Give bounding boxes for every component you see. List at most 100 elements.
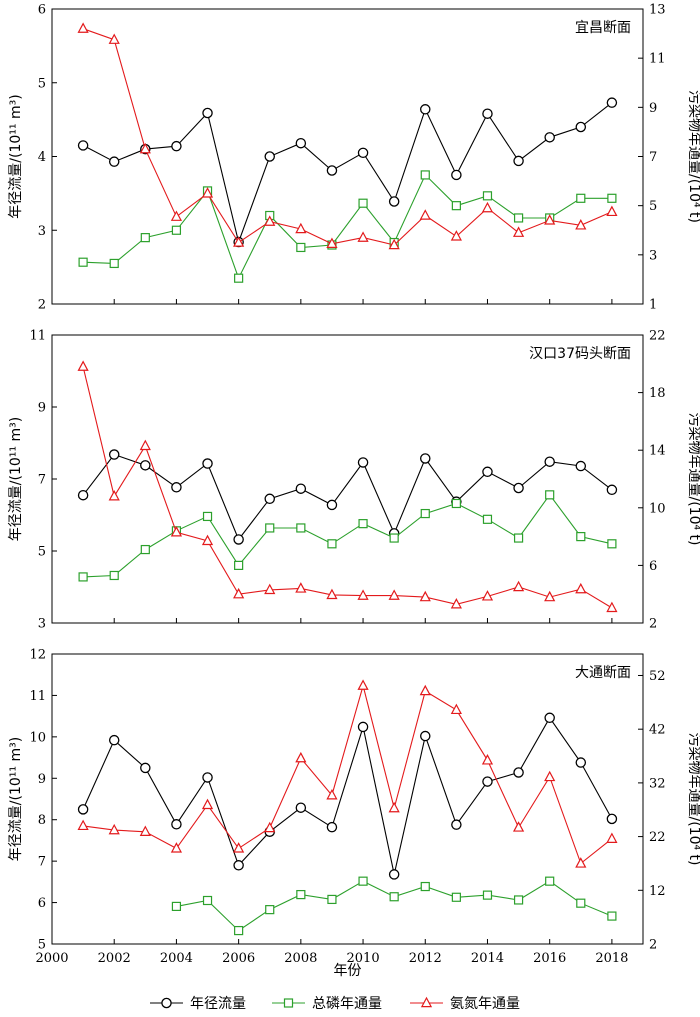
data-point xyxy=(109,570,119,581)
data-point xyxy=(139,142,151,154)
data-point xyxy=(170,842,183,853)
data-point xyxy=(544,456,555,467)
data-point xyxy=(327,894,337,905)
right-tick-label: 52 xyxy=(649,669,666,684)
x-tick-label: 2018 xyxy=(595,951,628,966)
series-tp xyxy=(171,876,617,936)
data-point xyxy=(607,911,617,921)
right-tick-label: 9 xyxy=(649,101,657,116)
left-tick-label: 10 xyxy=(29,730,46,745)
data-point xyxy=(451,169,462,181)
series-line xyxy=(82,28,613,246)
data-point xyxy=(326,499,338,511)
data-point xyxy=(451,892,461,902)
data-point xyxy=(357,147,369,159)
panel-3: 5 6 7 8 9 10 11 12 2 12 22 32 42 52 2000 2002 2004 2006 20… xyxy=(8,648,700,967)
data-point xyxy=(357,589,369,600)
series-runoff xyxy=(77,712,618,880)
data-point xyxy=(513,482,524,494)
left-tick-label: 3 xyxy=(38,617,46,632)
left-tick-label: 5 xyxy=(38,76,46,91)
data-point xyxy=(450,598,462,609)
data-point xyxy=(513,533,524,543)
panel-title: 宜昌断面 xyxy=(575,20,631,36)
data-point xyxy=(170,210,183,221)
left-tick-label: 5 xyxy=(38,938,46,953)
data-point xyxy=(326,165,338,176)
data-point xyxy=(482,191,493,201)
right-tick-label: 22 xyxy=(649,830,666,845)
data-point xyxy=(388,196,400,207)
series-line xyxy=(82,453,613,541)
left-axis-title: 年径流量/(10¹¹ m³) xyxy=(8,94,24,218)
data-point xyxy=(606,484,618,496)
data-point xyxy=(482,108,493,119)
data-point xyxy=(77,360,89,371)
left-axis-title: 年径流量/(10¹¹ m³) xyxy=(8,737,24,861)
data-point xyxy=(575,121,587,133)
data-point xyxy=(420,508,430,519)
left-tick-label: 5 xyxy=(38,545,46,560)
left-tick-label: 6 xyxy=(38,896,46,911)
data-point xyxy=(575,582,587,594)
x-tick-label: 2010 xyxy=(347,951,380,966)
data-point xyxy=(326,237,338,248)
data-point xyxy=(420,881,430,892)
right-tick-label: 42 xyxy=(649,723,666,738)
data-point xyxy=(295,802,307,813)
data-point xyxy=(544,214,556,225)
data-point xyxy=(513,155,524,167)
data-point xyxy=(201,798,214,810)
x-tick-label: 2012 xyxy=(409,951,442,966)
data-point xyxy=(264,215,276,226)
data-point xyxy=(606,97,618,108)
data-point xyxy=(544,770,556,782)
data-point xyxy=(170,526,183,537)
x-tick-label: 2002 xyxy=(98,951,131,966)
right-tick-label: 7 xyxy=(649,150,657,165)
data-point xyxy=(482,776,493,787)
data-point xyxy=(77,22,89,33)
plot-frame xyxy=(51,653,644,945)
series-line xyxy=(82,716,613,875)
panel-title: 汉口37码头断面 xyxy=(529,346,631,362)
right-tick-label: 1 xyxy=(649,298,657,313)
series-nh xyxy=(77,679,618,868)
series-line xyxy=(83,493,613,578)
data-point xyxy=(233,534,244,545)
data-point xyxy=(545,490,555,500)
x-tick-label: 2014 xyxy=(471,951,504,966)
legend-square-marker xyxy=(283,998,294,1008)
data-point xyxy=(513,767,524,778)
data-point xyxy=(77,804,89,815)
x-tick-label: 2000 xyxy=(35,951,68,966)
data-point xyxy=(420,170,430,180)
series-line xyxy=(83,173,612,280)
right-axis-title: 污染物年通量/(10⁴ t) xyxy=(686,732,700,865)
left-tick-label: 2 xyxy=(38,298,46,313)
right-tick-label: 6 xyxy=(649,559,657,574)
data-point xyxy=(234,273,244,283)
data-point xyxy=(171,140,182,152)
data-point xyxy=(482,466,493,478)
data-point xyxy=(419,684,431,696)
data-point xyxy=(545,876,555,886)
data-point xyxy=(606,813,618,825)
data-point xyxy=(202,895,213,906)
data-point xyxy=(202,772,213,783)
x-tick-label: 2006 xyxy=(222,951,255,966)
data-point xyxy=(512,226,525,237)
data-point xyxy=(513,895,524,905)
data-point xyxy=(140,233,150,243)
left-tick-label: 12 xyxy=(29,648,46,663)
data-point xyxy=(234,925,244,936)
data-point xyxy=(388,869,400,880)
data-point xyxy=(140,762,151,774)
series-runoff xyxy=(77,449,618,545)
plot-frame xyxy=(51,334,644,624)
right-tick-label: 32 xyxy=(649,776,666,791)
series-nh xyxy=(77,22,618,250)
data-point xyxy=(78,257,88,267)
right-tick-label: 2 xyxy=(649,938,657,953)
